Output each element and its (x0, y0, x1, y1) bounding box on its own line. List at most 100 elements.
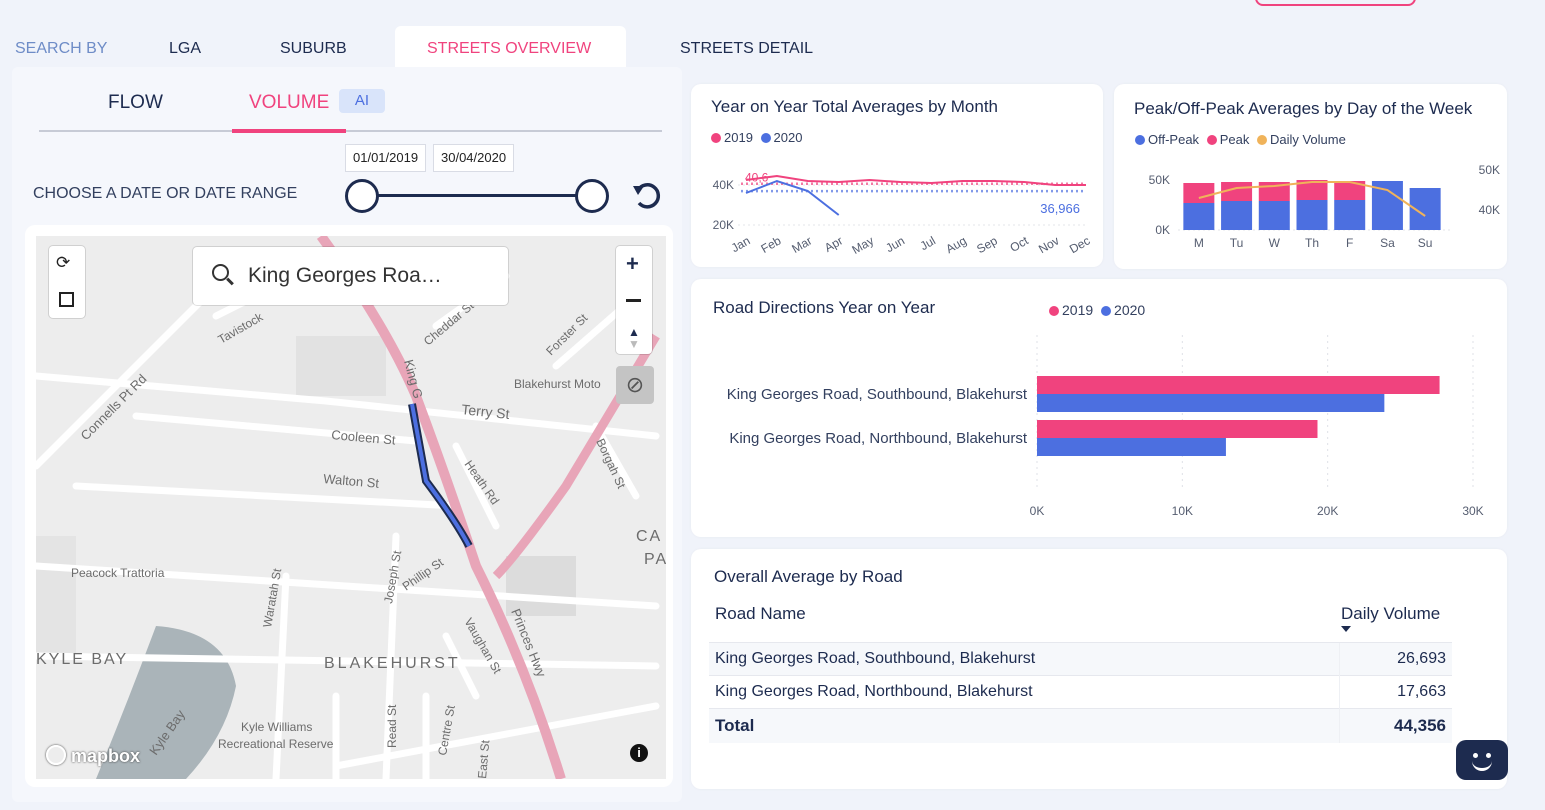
row-road-name: King Georges Road, Southbound, Blakehurs… (709, 642, 1340, 676)
map-label: Terry St (461, 401, 511, 422)
bar-peak (1183, 183, 1215, 203)
x-tick-label: 30K (1462, 504, 1483, 518)
legend-2020: 2020 (773, 130, 803, 145)
legend-2019: 2019 (724, 130, 753, 145)
x-tick-label: F (1346, 236, 1353, 250)
tab-volume[interactable]: VOLUME (249, 92, 330, 113)
legend-dir-2020: 2020 (1114, 302, 1146, 318)
slider-handle-end[interactable] (575, 179, 609, 213)
tab-lga[interactable]: LGA (169, 40, 202, 57)
map-label: Blakehurst Moto (514, 377, 601, 391)
map-label: Cooleen St (331, 427, 397, 448)
average-label-2020: 36,966 (1040, 201, 1080, 216)
x-tick-label: 10K (1172, 504, 1193, 518)
x-tick-label: Jul (918, 233, 938, 253)
tab-flow[interactable]: FLOW (108, 92, 163, 113)
legend-dir-2019-dot (1049, 306, 1059, 316)
info-icon[interactable]: i (630, 744, 648, 762)
category-label: King Georges Road, Southbound, Blakehurs… (727, 386, 1028, 403)
x-tick-label: Mar (789, 233, 814, 255)
draw-polygon-icon[interactable]: ⟳ (56, 253, 71, 272)
map-label: CA (636, 528, 662, 545)
map-search-input[interactable]: King Georges Roa… (248, 264, 442, 287)
table-row[interactable]: King Georges Road, Southbound, Blakehurs… (709, 642, 1452, 676)
draw-square-icon[interactable] (59, 292, 74, 307)
peak-legend: Off-Peak Peak Daily Volume (1135, 132, 1346, 147)
legend-offpeak: Off-Peak (1148, 132, 1200, 147)
top-pink-pill[interactable] (1255, 0, 1416, 6)
peak-bar-chart: 50K 0K 50K 40K M Tu W Th F Sa Su (1149, 163, 1500, 250)
location-off-icon[interactable]: ⊘ (616, 366, 654, 404)
bar-peak (1296, 180, 1328, 200)
zoom-out-icon[interactable] (626, 299, 641, 302)
x-tick-label: M (1194, 236, 1204, 250)
bar-offpeak (1334, 200, 1366, 230)
x-tick-label: W (1269, 236, 1281, 250)
slider-handle-start[interactable] (345, 179, 379, 213)
table-row[interactable]: King Georges Road, Northbound, Blakehurs… (709, 675, 1452, 709)
chatbot-button[interactable] (1456, 740, 1508, 780)
king-georges-road (316, 236, 566, 779)
map-label: Walton St (323, 471, 380, 491)
map-label: KYLE BAY (36, 651, 128, 668)
map[interactable]: Connells Pt Rd Tavistock Cheddar St Fors… (36, 236, 666, 779)
x-tick-label: Sep (974, 233, 1000, 256)
x-tick-label: Th (1305, 236, 1319, 250)
y-right-tick: 40K (1479, 203, 1500, 217)
y-left-tick: 0K (1155, 223, 1170, 237)
reset-icon[interactable] (630, 178, 664, 212)
mapbox-attribution: mapbox (71, 746, 141, 766)
map-search-box[interactable] (193, 247, 508, 305)
col-daily-volume[interactable]: Daily Volume (1341, 604, 1441, 623)
daily-volume-line (1198, 181, 1426, 217)
x-tick-label: Jan (729, 233, 753, 255)
x-tick-label: 20K (1317, 504, 1338, 518)
total-label: Total (709, 708, 1340, 743)
end-date[interactable]: 30/04/2020 (433, 144, 515, 172)
col-road-name[interactable]: Road Name (715, 604, 806, 623)
x-tick-label: May (850, 233, 877, 256)
legend-dir-2019: 2019 (1062, 302, 1094, 318)
princes-hwy (492, 333, 660, 580)
total-row: Total 44,356 (709, 708, 1452, 743)
monthly-chart-card (691, 84, 1103, 267)
zoom-in-icon[interactable]: + (626, 251, 639, 276)
map-label: East St (475, 739, 492, 779)
legend-daily-dot (1256, 135, 1267, 145)
mapbox-logo[interactable]: mapbox (46, 745, 140, 767)
date-range-label: CHOOSE A DATE OR DATE RANGE (33, 185, 298, 202)
chatbot-eye-left (1473, 753, 1478, 758)
x-tick-label: Su (1418, 236, 1433, 250)
map-label: Kyle Williams (241, 720, 312, 734)
slider-track (361, 194, 591, 197)
legend-peak: Peak (1219, 132, 1250, 147)
y-right-tick: 50K (1479, 163, 1500, 177)
y-tick-label: 20K (713, 218, 734, 232)
x-tick-label: Oct (1008, 233, 1032, 255)
volume-underline (232, 129, 346, 133)
tab-streets-overview[interactable]: STREETS OVERVIEW (427, 40, 592, 57)
bar-2020 (1037, 438, 1226, 456)
y-left-tick: 50K (1149, 173, 1170, 187)
bar-offpeak (1221, 201, 1253, 230)
x-tick-label: Sa (1380, 236, 1395, 250)
compass-icon[interactable]: ▲ ▼ (628, 325, 640, 351)
legend-peak-dot (1206, 135, 1217, 145)
map-streets (36, 272, 660, 779)
start-date[interactable]: 01/01/2019 (345, 144, 427, 172)
map-label: PA (644, 551, 666, 568)
sort-desc-icon[interactable] (1341, 626, 1351, 632)
bar-offpeak (1183, 203, 1215, 230)
map-label: Recreational Reserve (218, 737, 334, 751)
map-label: Peacock Trattoria (71, 566, 165, 580)
tab-suburb[interactable]: SUBURB (280, 40, 347, 57)
tab-streets-detail[interactable]: STREETS DETAIL (680, 40, 814, 57)
row-volume: 17,663 (1339, 675, 1452, 709)
bar-offpeak (1258, 201, 1290, 230)
row-road-name: King Georges Road, Northbound, Blakehurs… (709, 675, 1340, 709)
bar-2020 (1037, 394, 1385, 412)
row-volume: 26,693 (1339, 642, 1452, 676)
bar-peak (1334, 181, 1366, 200)
x-tick-label: Nov (1036, 233, 1061, 256)
